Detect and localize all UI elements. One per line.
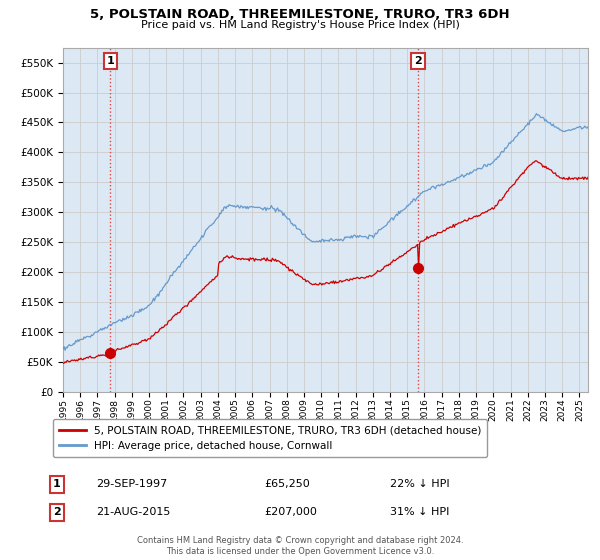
Text: Contains HM Land Registry data © Crown copyright and database right 2024.
This d: Contains HM Land Registry data © Crown c… xyxy=(137,536,463,556)
Text: 31% ↓ HPI: 31% ↓ HPI xyxy=(390,507,449,517)
Text: £207,000: £207,000 xyxy=(264,507,317,517)
Text: 1: 1 xyxy=(53,479,61,489)
Text: 21-AUG-2015: 21-AUG-2015 xyxy=(96,507,170,517)
Text: 5, POLSTAIN ROAD, THREEMILESTONE, TRURO, TR3 6DH: 5, POLSTAIN ROAD, THREEMILESTONE, TRURO,… xyxy=(90,8,510,21)
Text: £65,250: £65,250 xyxy=(264,479,310,489)
Text: 2: 2 xyxy=(414,56,422,66)
Text: Price paid vs. HM Land Registry's House Price Index (HPI): Price paid vs. HM Land Registry's House … xyxy=(140,20,460,30)
Legend: 5, POLSTAIN ROAD, THREEMILESTONE, TRURO, TR3 6DH (detached house), HPI: Average : 5, POLSTAIN ROAD, THREEMILESTONE, TRURO,… xyxy=(53,419,487,457)
Text: 29-SEP-1997: 29-SEP-1997 xyxy=(96,479,167,489)
Text: 2: 2 xyxy=(53,507,61,517)
Text: 22% ↓ HPI: 22% ↓ HPI xyxy=(390,479,449,489)
Text: 1: 1 xyxy=(106,56,114,66)
